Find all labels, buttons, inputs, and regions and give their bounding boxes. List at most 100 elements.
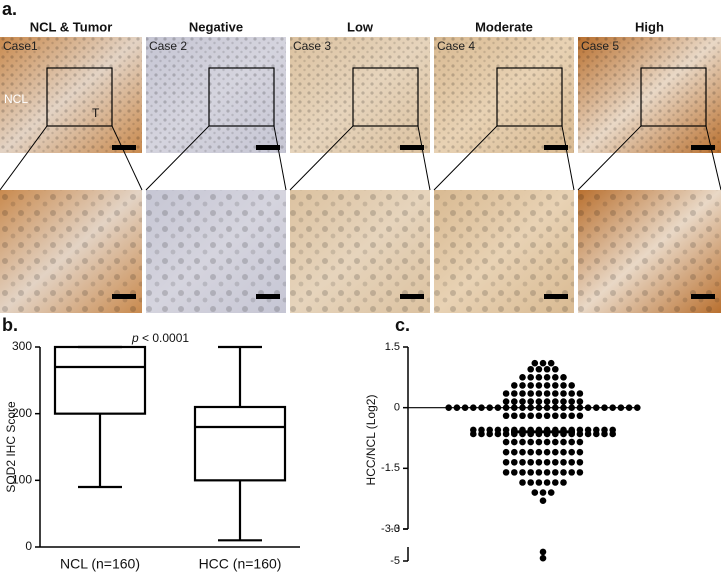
data-point bbox=[576, 412, 584, 420]
data-point bbox=[527, 390, 534, 397]
data-point bbox=[625, 404, 633, 411]
micrograph-texture bbox=[434, 190, 574, 313]
data-point bbox=[560, 448, 567, 456]
case-label: Case 5 bbox=[581, 39, 619, 53]
data-point bbox=[511, 390, 518, 397]
scale-bar bbox=[400, 294, 424, 299]
data-point bbox=[502, 458, 510, 466]
y-tick-label: -3 bbox=[390, 523, 400, 535]
data-point bbox=[576, 448, 584, 456]
scale-bar bbox=[112, 145, 136, 150]
data-point bbox=[576, 438, 584, 446]
column-header: Low bbox=[347, 19, 374, 34]
data-point bbox=[511, 448, 518, 456]
data-point bbox=[535, 390, 543, 397]
data-point bbox=[535, 469, 543, 476]
data-point bbox=[601, 430, 608, 438]
data-point bbox=[560, 382, 567, 389]
data-point bbox=[552, 365, 559, 373]
annotation: p bbox=[131, 331, 139, 345]
data-point bbox=[527, 469, 534, 476]
micrograph-texture bbox=[146, 37, 286, 153]
x-tick-label: HCC (n=160) bbox=[199, 556, 282, 572]
data-point bbox=[531, 359, 539, 367]
y-tick-label: 0 bbox=[394, 402, 400, 414]
data-point bbox=[494, 404, 502, 411]
data-point bbox=[519, 469, 526, 476]
zoom-line bbox=[145, 125, 210, 191]
data-point bbox=[519, 458, 526, 466]
data-point bbox=[609, 430, 616, 438]
data-point bbox=[543, 438, 551, 446]
data-point bbox=[527, 398, 534, 405]
micrograph-texture bbox=[146, 190, 286, 313]
data-point bbox=[519, 390, 526, 397]
data-point bbox=[576, 430, 584, 438]
case-label: Case 3 bbox=[293, 39, 331, 53]
data-point bbox=[502, 404, 510, 411]
data-point bbox=[531, 489, 539, 496]
data-point bbox=[502, 469, 510, 476]
data-point bbox=[511, 412, 518, 420]
annotation: < 0.0001 bbox=[142, 331, 189, 345]
data-point bbox=[543, 469, 551, 476]
data-point bbox=[552, 412, 559, 420]
zoom-line bbox=[289, 125, 354, 191]
data-point bbox=[527, 412, 534, 420]
data-point bbox=[560, 374, 567, 381]
data-point bbox=[552, 469, 559, 476]
y-tick-label: 100 bbox=[12, 473, 32, 487]
data-point bbox=[560, 412, 567, 420]
data-point bbox=[543, 458, 551, 466]
data-point bbox=[560, 390, 567, 397]
panel-label: c. bbox=[395, 315, 410, 335]
data-point bbox=[576, 458, 584, 466]
micrograph-texture bbox=[290, 37, 430, 153]
data-point bbox=[535, 404, 543, 411]
data-point bbox=[527, 404, 534, 411]
data-point bbox=[543, 412, 551, 420]
data-point bbox=[552, 382, 559, 389]
micrograph-texture bbox=[578, 190, 721, 313]
micrograph-texture bbox=[0, 190, 142, 313]
scale-bar bbox=[112, 294, 136, 299]
data-point bbox=[502, 412, 510, 420]
x-tick-label: NCL (n=160) bbox=[60, 556, 140, 572]
micrograph-texture bbox=[290, 190, 430, 313]
zoom-line bbox=[577, 125, 642, 191]
data-point bbox=[547, 489, 555, 496]
data-point bbox=[519, 398, 526, 405]
inset-label: T bbox=[92, 106, 100, 120]
data-point bbox=[552, 479, 559, 486]
data-point bbox=[568, 382, 575, 389]
data-point bbox=[543, 479, 551, 486]
data-point bbox=[576, 404, 584, 411]
scale-bar bbox=[691, 294, 715, 299]
data-point bbox=[511, 398, 518, 405]
scale-bar bbox=[544, 294, 568, 299]
data-point bbox=[535, 382, 543, 389]
data-point bbox=[552, 404, 559, 411]
zoom-line bbox=[705, 125, 721, 191]
data-point bbox=[511, 382, 518, 389]
y-tick-label: -5 bbox=[390, 555, 400, 567]
micrograph-texture bbox=[0, 37, 142, 153]
data-point bbox=[543, 404, 551, 411]
zoom-box bbox=[352, 67, 419, 127]
data-point bbox=[568, 469, 575, 476]
data-point bbox=[527, 365, 534, 373]
data-point bbox=[486, 404, 494, 411]
data-point bbox=[560, 458, 567, 466]
scale-bar bbox=[544, 145, 568, 150]
data-point bbox=[535, 438, 543, 446]
data-point bbox=[576, 469, 584, 476]
data-point bbox=[445, 404, 453, 411]
data-point bbox=[502, 448, 510, 456]
data-point bbox=[576, 390, 584, 397]
scale-bar bbox=[400, 145, 424, 150]
data-point bbox=[609, 404, 616, 411]
data-point bbox=[502, 390, 510, 397]
data-point bbox=[584, 404, 592, 411]
box bbox=[193, 405, 287, 482]
